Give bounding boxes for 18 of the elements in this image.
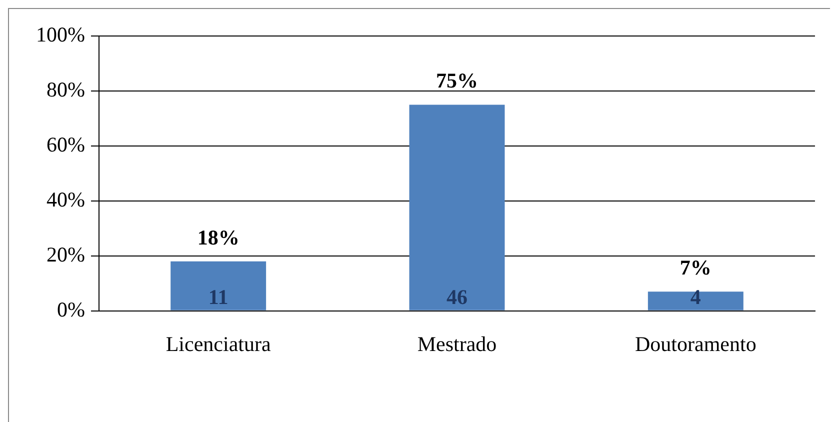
bar [648, 292, 744, 310]
data-label: 75% [436, 68, 478, 93]
x-tick-label: Licenciatura [166, 332, 272, 356]
annotation: 4 [690, 285, 702, 310]
y-tick-label: 80% [46, 77, 85, 102]
bar [409, 104, 505, 310]
annotation: 11 [208, 285, 228, 310]
y-tick-label: 100% [36, 22, 85, 47]
y-tick-label: 0% [56, 297, 85, 322]
y-tick-label: 60% [46, 132, 85, 156]
x-tick-label: Mestrado [417, 332, 497, 356]
y-tick-label: 20% [46, 242, 85, 266]
y-tick-label: 40% [46, 187, 85, 212]
x-tick-label: Doutoramento [635, 332, 756, 356]
annotation: 46 [446, 285, 468, 310]
data-label: 7% [680, 255, 712, 280]
bar [170, 261, 266, 310]
data-label: 18% [197, 225, 240, 250]
